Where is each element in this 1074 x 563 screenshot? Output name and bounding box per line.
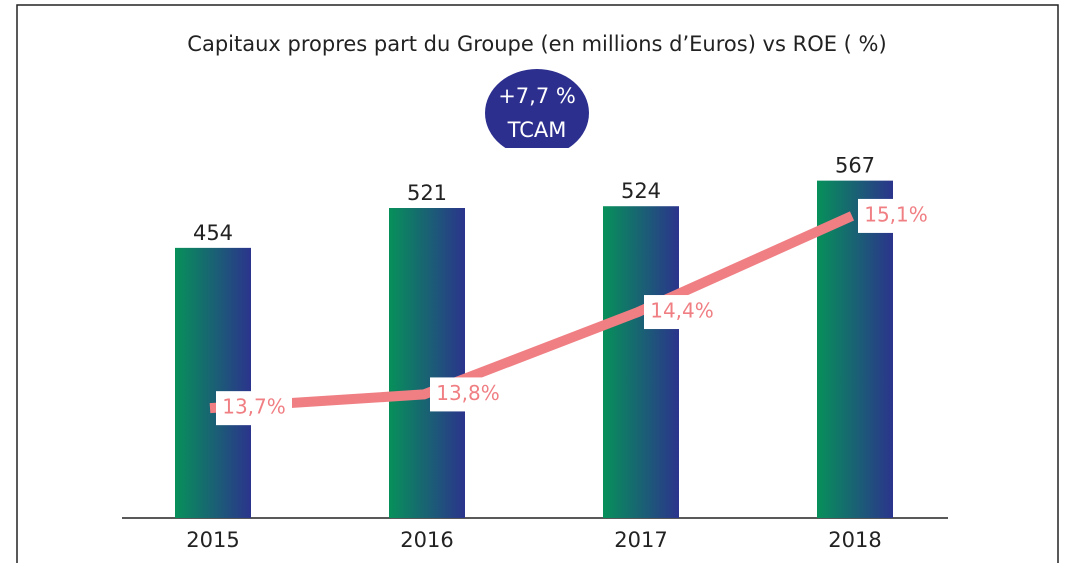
badge bbox=[485, 69, 589, 148]
value-label: 454 bbox=[193, 221, 233, 245]
bar bbox=[817, 180, 893, 518]
x-tick-label: 2016 bbox=[400, 528, 453, 552]
value-label: 567 bbox=[835, 154, 875, 178]
data-label: 14,4% bbox=[650, 299, 714, 323]
chart-title: Capitaux propres part du Groupe (en mill… bbox=[187, 32, 886, 56]
x-tick-label: 2017 bbox=[614, 528, 667, 552]
data-label: 13,8% bbox=[436, 381, 500, 405]
x-tick-label: 2015 bbox=[186, 528, 239, 552]
bar bbox=[389, 208, 465, 518]
value-label: 521 bbox=[407, 181, 447, 205]
bar bbox=[175, 247, 251, 518]
line bbox=[209, 211, 855, 414]
data-label: 13,7% bbox=[222, 395, 286, 419]
bar bbox=[603, 206, 679, 518]
data-label: 15,1% bbox=[864, 202, 928, 226]
label-box bbox=[858, 198, 934, 233]
label-box bbox=[216, 391, 292, 426]
badge-label: TCAM bbox=[507, 118, 567, 142]
label-box bbox=[430, 377, 506, 412]
value-label: 524 bbox=[621, 179, 661, 203]
frame bbox=[16, 4, 1059, 563]
x-tick-label: 2018 bbox=[828, 528, 881, 552]
badge-value: +7,7 % bbox=[498, 84, 576, 108]
label-box bbox=[644, 295, 720, 330]
